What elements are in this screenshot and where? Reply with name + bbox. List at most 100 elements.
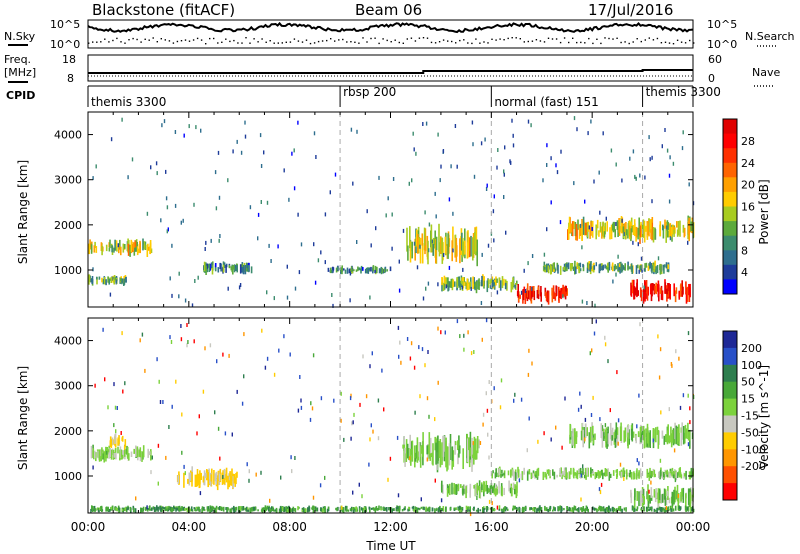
echo-cell (479, 441, 482, 445)
echo-cell (448, 443, 451, 466)
echo-cell (582, 506, 585, 512)
echo-cell (244, 265, 247, 275)
echo-cell (376, 267, 378, 274)
echo-cell (315, 155, 317, 159)
echo-cell (260, 200, 262, 204)
echo-cell (593, 265, 596, 270)
echo-cell (599, 471, 601, 478)
echo-cell (635, 435, 637, 444)
echo-cell (319, 483, 322, 488)
echo-cell (684, 432, 686, 444)
echo-cell (266, 356, 269, 361)
echo-cell (668, 497, 671, 504)
echo-cell (581, 422, 584, 427)
nsearch-point (326, 39, 328, 42)
echo-cell (281, 506, 283, 510)
echo-cell (600, 469, 603, 475)
echo-cell (350, 393, 352, 398)
echo-cell (297, 506, 299, 511)
echo-cell (630, 263, 633, 271)
echo-cell (207, 506, 210, 510)
echo-cell (235, 473, 237, 485)
echo-cell (451, 482, 453, 495)
echo-cell (588, 432, 591, 449)
echo-cell (279, 506, 282, 510)
echo-cell (135, 496, 137, 501)
echo-cell (660, 508, 663, 513)
echo-cell (92, 267, 94, 272)
echo-cell (584, 437, 586, 442)
echo-cell (422, 296, 425, 301)
echo-cell (428, 414, 430, 419)
echo-cell (624, 228, 627, 240)
echo-cell (248, 469, 250, 474)
echo-cell (573, 505, 576, 510)
echo-cell (584, 417, 587, 422)
echo-cell (202, 389, 205, 394)
nsearch-point (241, 42, 243, 44)
echo-cell (143, 244, 146, 250)
nsearch-point (592, 42, 594, 45)
echo-cell (187, 340, 189, 344)
echo-cell (660, 285, 663, 300)
nsearch-point (596, 38, 598, 40)
echo-cell (146, 509, 149, 512)
echo-cell (666, 288, 668, 295)
echo-cell (368, 267, 371, 271)
echo-cell (498, 481, 500, 494)
freq-label: Freq. (4, 53, 31, 66)
echo-cell (108, 452, 110, 459)
echo-cell (166, 229, 168, 234)
echo-cell (470, 286, 472, 291)
echo-cell (674, 505, 677, 511)
echo-cell (113, 423, 115, 428)
nsearch-point (612, 38, 614, 40)
echo-cell (512, 482, 515, 490)
nsearch-point (531, 40, 534, 42)
echo-cell (142, 238, 144, 251)
echo-cell (687, 393, 689, 398)
echo-cell (377, 436, 380, 441)
echo-cell (663, 472, 665, 478)
echo-cell (613, 509, 616, 512)
echo-cell (639, 173, 641, 178)
echo-cell (385, 213, 387, 218)
echo-cell (93, 245, 96, 253)
echo-cell (532, 470, 535, 474)
echo-cell (663, 488, 666, 500)
echo-cell (492, 279, 494, 288)
echo-cell (546, 143, 548, 148)
echo-cell (300, 398, 302, 403)
echo-cell (411, 178, 413, 183)
echo-cell (595, 319, 597, 324)
echo-cell (428, 222, 431, 227)
echo-cell (524, 291, 526, 297)
echo-cell (190, 506, 193, 512)
echo-cell (369, 507, 371, 513)
echo-cell (469, 488, 471, 498)
echo-cell (594, 303, 596, 308)
echo-cell (435, 509, 438, 512)
echo-cell (121, 117, 123, 122)
nsearch-point (406, 38, 408, 40)
cpid-segment-label: rbsp 200 (343, 85, 396, 99)
echo-cell (643, 496, 645, 505)
echo-cell (451, 446, 454, 462)
nsearch-point (382, 38, 384, 40)
echo-cell (312, 353, 315, 358)
echo-cell (426, 445, 428, 455)
echo-cell (374, 269, 376, 274)
echo-cell (563, 508, 565, 511)
echo-cell (89, 239, 91, 250)
echo-cell (374, 507, 377, 513)
echo-cell (654, 509, 657, 512)
echo-cell (477, 279, 480, 290)
echo-cell (544, 472, 546, 478)
echo-cell (660, 507, 662, 510)
echo-cell (149, 245, 151, 255)
echo-cell (467, 236, 470, 252)
echo-cell (488, 488, 490, 493)
echo-cell (576, 127, 578, 132)
echo-cell (111, 437, 114, 445)
echo-cell (449, 434, 452, 460)
